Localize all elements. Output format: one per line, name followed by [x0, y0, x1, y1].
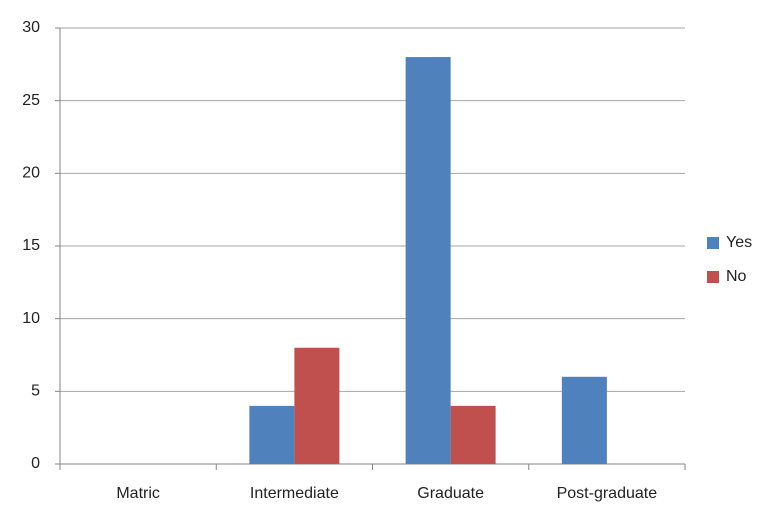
x-tick-label: Post-graduate: [557, 485, 658, 502]
legend-label: Yes: [726, 234, 752, 251]
y-tick-label: 25: [22, 92, 40, 109]
x-tick-label: Graduate: [417, 485, 484, 502]
legend-label: No: [726, 268, 747, 285]
y-tick-label: 0: [31, 455, 40, 472]
bar: [405, 57, 451, 465]
y-tick-label: 20: [22, 165, 40, 182]
legend-swatch: [707, 237, 719, 249]
y-tick-label: 10: [22, 310, 40, 327]
bar: [561, 376, 607, 464]
bar: [450, 405, 496, 464]
bar: [249, 405, 295, 464]
y-tick-label: 5: [31, 383, 40, 400]
x-tick-label: Matric: [116, 485, 160, 502]
y-tick-label: 30: [22, 19, 40, 36]
bar: [294, 347, 340, 464]
legend-swatch: [707, 271, 719, 283]
x-tick-label: Intermediate: [250, 485, 339, 502]
y-tick-label: 15: [22, 237, 40, 254]
